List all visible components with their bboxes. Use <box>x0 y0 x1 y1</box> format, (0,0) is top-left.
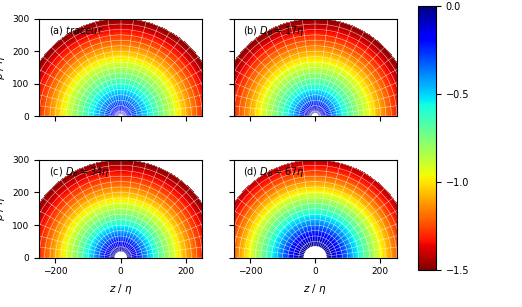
Circle shape <box>312 114 318 119</box>
Circle shape <box>304 247 326 269</box>
Text: (b) $D_p = 17\eta$: (b) $D_p = 17\eta$ <box>243 25 305 39</box>
Circle shape <box>115 252 126 263</box>
Y-axis label: $\rho$ / $\eta$: $\rho$ / $\eta$ <box>0 55 7 80</box>
Y-axis label: $\rho$ / $\eta$: $\rho$ / $\eta$ <box>0 196 7 221</box>
X-axis label: $z$ / $\eta$: $z$ / $\eta$ <box>303 282 327 296</box>
Text: (c) $D_p = 34\eta$: (c) $D_p = 34\eta$ <box>49 166 110 180</box>
X-axis label: $z$ / $\eta$: $z$ / $\eta$ <box>109 282 133 296</box>
Text: (d) $D_p = 67\eta$: (d) $D_p = 67\eta$ <box>243 166 305 180</box>
Text: (a) $\it{traceur}$: (a) $\it{traceur}$ <box>49 25 103 37</box>
